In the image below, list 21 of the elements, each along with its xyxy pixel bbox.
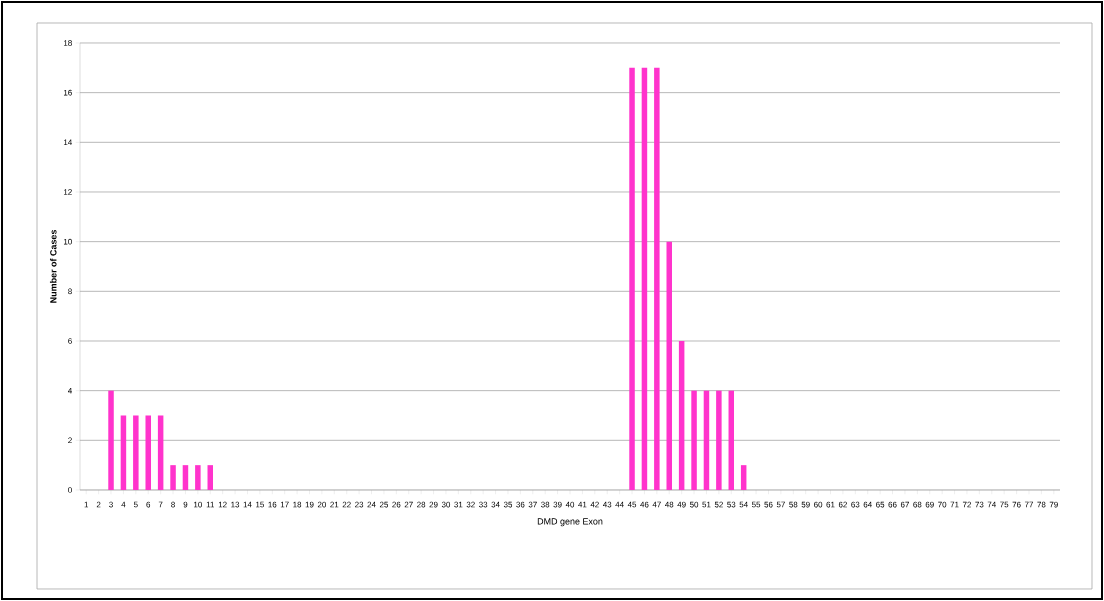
- bar: [629, 67, 635, 490]
- bar: [654, 67, 660, 490]
- bar: [195, 465, 201, 490]
- bar: [728, 390, 735, 490]
- bar: [691, 390, 697, 490]
- bar: [740, 465, 747, 490]
- bar: [207, 465, 214, 490]
- x-axis-title: DMD gene Exon: [537, 518, 603, 527]
- bar: [666, 241, 672, 490]
- bar: [133, 415, 139, 490]
- y-axis-title: Number of Cases: [49, 229, 57, 303]
- bar: [703, 390, 710, 490]
- bar: [678, 340, 685, 490]
- bar: [170, 465, 176, 490]
- bar: [108, 390, 114, 490]
- bar: [157, 415, 164, 490]
- bar: [716, 390, 722, 490]
- bar: [641, 67, 648, 490]
- bar: [120, 415, 127, 490]
- bar: [145, 415, 151, 490]
- bar: [182, 465, 189, 490]
